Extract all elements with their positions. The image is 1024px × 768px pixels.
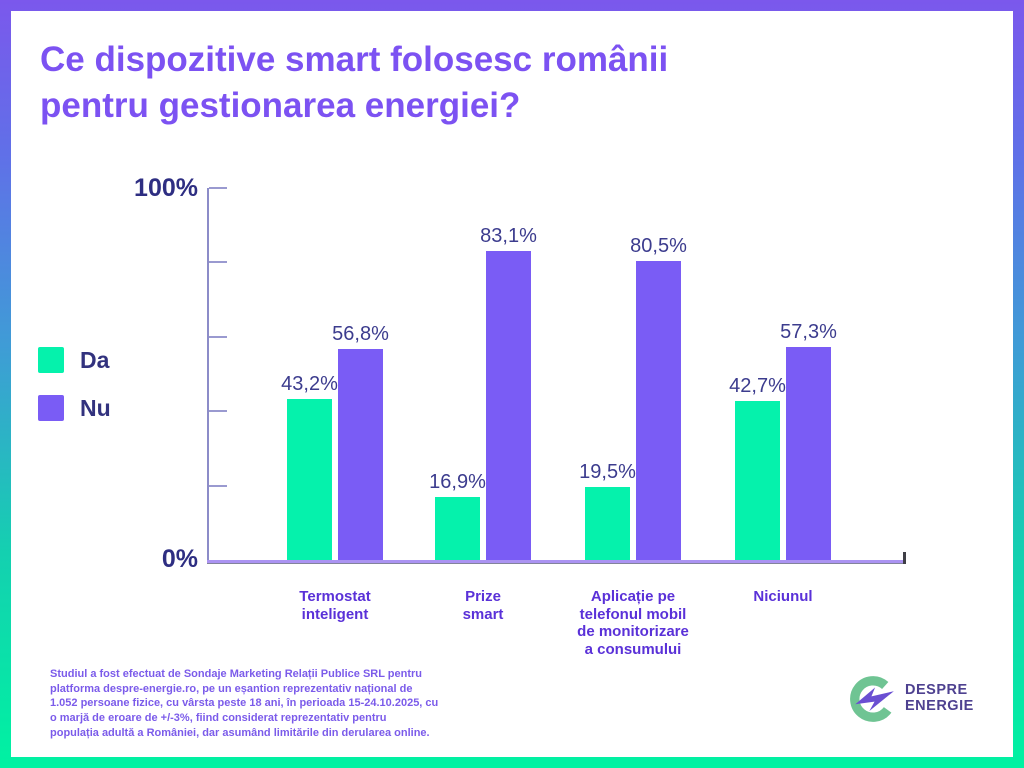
logo-text-line1: DESPRE xyxy=(905,682,968,699)
methodology-note: Studiul a fost efectuat de Sondaje Marke… xyxy=(50,668,439,739)
value-label-da-1: 16,9% xyxy=(429,471,486,494)
bar-da-0 xyxy=(287,399,332,560)
x-axis-line xyxy=(207,560,906,564)
y-axis-label-100: 100% xyxy=(134,174,198,202)
chart-legend: Da Nu xyxy=(38,347,111,443)
bar-nu-2 xyxy=(636,260,681,560)
y-axis-tick xyxy=(209,187,227,189)
y-axis-tick xyxy=(209,335,227,338)
y-axis-label-0: 0% xyxy=(161,545,198,573)
value-label-da-2: 19,5% xyxy=(579,461,636,484)
y-axis-tick xyxy=(209,410,227,413)
bar-da-1 xyxy=(435,497,480,560)
logo-text: DESPRE ENERGIE xyxy=(905,683,974,714)
legend-swatch-da xyxy=(38,347,64,373)
legend-swatch-nu xyxy=(38,395,64,421)
logo-mark-icon xyxy=(850,676,896,722)
chart-title: Ce dispozitive smart folosesc românii pe… xyxy=(40,40,669,126)
bar-da-3 xyxy=(735,401,780,560)
value-label-nu-0: 56,8% xyxy=(332,322,389,345)
category-label-2: Aplicație pe telefonul mobil de monitori… xyxy=(577,588,689,659)
legend-item-da: Da xyxy=(38,347,111,373)
value-label-da-0: 43,2% xyxy=(281,373,338,396)
plot-area: 43,2% 56,8% Termostat inteligent 16,9% 83,1%… xyxy=(207,187,906,658)
value-label-nu-1: 83,1% xyxy=(480,224,537,247)
bar-nu-1 xyxy=(486,250,531,560)
value-label-nu-3: 57,3% xyxy=(780,320,837,343)
despre-energie-logo: DESPRE ENERGIE xyxy=(848,674,974,724)
infographic-canvas: Ce dispozitive smart folosesc românii pe… xyxy=(11,11,1013,757)
category-label-1: Prize smart xyxy=(462,588,504,623)
legend-label-nu: Nu xyxy=(80,395,111,421)
category-label-3: Niciunul xyxy=(753,588,813,605)
y-axis-tick xyxy=(209,484,227,487)
category-label-0: Termostat inteligent xyxy=(299,588,371,623)
value-label-da-3: 42,7% xyxy=(729,375,786,398)
logo-text-line2: ENERGIE xyxy=(905,698,974,714)
bar-nu-0 xyxy=(338,348,383,560)
bar-da-2 xyxy=(585,487,630,560)
value-label-nu-2: 80,5% xyxy=(630,234,687,257)
legend-item-nu: Nu xyxy=(38,395,111,421)
legend-label-da: Da xyxy=(80,347,110,373)
bar-nu-3 xyxy=(786,346,831,560)
x-axis-end-tick xyxy=(903,552,906,564)
y-axis-tick xyxy=(209,261,227,264)
